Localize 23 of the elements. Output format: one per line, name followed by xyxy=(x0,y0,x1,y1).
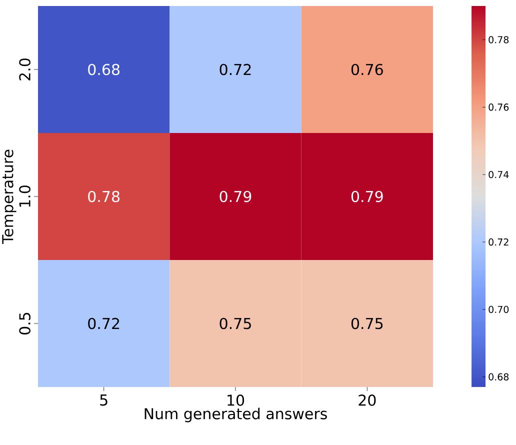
y-axis-title: Temperature xyxy=(2,150,16,244)
x-tick-label: 10 xyxy=(228,394,244,406)
x-tick-label: 5 xyxy=(100,394,108,406)
color-bar-label: 0.74 xyxy=(488,170,509,178)
y-tick-label: 2.0 xyxy=(19,58,30,80)
data-label: 0.72 xyxy=(88,318,120,330)
x-tick-label: 20 xyxy=(358,394,376,406)
color-bar-label: 0.72 xyxy=(488,238,508,246)
data-label: 0.78 xyxy=(88,190,120,202)
y-tick-label: 0.5 xyxy=(19,312,30,334)
color-bar-label: 0.70 xyxy=(488,306,509,314)
data-label: 0.75 xyxy=(220,318,251,330)
data-label: 0.68 xyxy=(88,64,120,76)
y-tick-label: 1.0 xyxy=(19,186,30,207)
color-bar-label: 0.68 xyxy=(488,373,509,380)
color-bar-label: 0.78 xyxy=(488,36,509,44)
data-label: 0.72 xyxy=(220,64,251,76)
x-axis-title: Num generated answers xyxy=(144,408,327,422)
data-label: 0.79 xyxy=(351,190,383,202)
data-label: 0.79 xyxy=(220,190,252,202)
data-label: 0.75 xyxy=(351,318,383,330)
data-label: 0.76 xyxy=(351,64,383,76)
color-bar-label: 0.76 xyxy=(488,104,509,111)
